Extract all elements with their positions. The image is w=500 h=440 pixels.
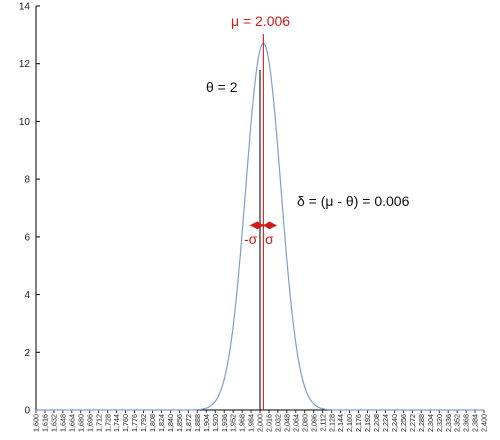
x-tick-label: 1,776 [130,414,139,432]
density-curve [36,42,484,411]
y-axis-ticks: 0 2 4 6 8 10 12 14 [19,2,40,417]
x-tick-label: 1,680 [76,414,85,432]
x-tick-label: 2,080 [300,414,309,432]
y-tick-label: 2 [24,348,30,359]
x-tick-label: 2,192 [363,414,372,432]
x-tick-label: 2,208 [372,414,381,432]
x-tick-label: 1,632 [50,414,59,432]
y-tick-label: 0 [24,406,30,417]
y-tick-label: 14 [19,2,31,13]
x-tick-label: 1,760 [121,414,130,432]
x-tick-label: 2,000 [256,414,265,432]
neg-sigma-label: -σ [244,231,258,247]
x-tick-label: 1,904 [202,414,211,432]
x-tick-label: 2,048 [282,414,291,432]
sigma-right-arrow [269,221,278,230]
x-tick-label: 1,888 [193,414,202,432]
pos-sigma-label: σ [265,231,274,247]
x-tick-label: 2,224 [381,414,390,432]
x-tick-label: 2,240 [390,414,399,432]
x-tick-label: 1,696 [85,414,94,432]
x-tick-label: 1,600 [32,414,41,432]
x-tick-label: 2,128 [327,414,336,432]
x-tick-label: 1,744 [112,414,121,432]
x-tick-label: 1,792 [139,414,148,432]
x-tick-label: 2,176 [354,414,363,432]
sigma-center-arrow-left [257,221,264,230]
x-tick-label: 2,352 [453,414,462,432]
x-tick-label: 2,160 [345,414,354,432]
x-tick-label: 1,728 [103,414,112,432]
x-tick-label: 2,016 [265,414,274,432]
x-tick-label: 1,664 [67,414,76,432]
x-tick-label: 1,936 [220,414,229,432]
x-tick-label: 2,336 [444,414,453,432]
x-tick-label: 1,968 [238,414,247,432]
x-tick-label: 1,952 [229,414,238,432]
y-tick-label: 4 [24,290,30,301]
x-tick-label: 2,304 [426,414,435,432]
sigma-center-arrow-right [263,221,270,230]
x-tick-label: 2,368 [462,414,471,432]
x-tick-label: 2,112 [318,414,327,431]
x-tick-label: 1,920 [211,414,220,432]
x-tick-label: 2,096 [309,414,318,432]
theta-label: θ = 2 [206,79,238,95]
y-tick-label: 8 [24,175,30,186]
x-tick-label: 2,400 [480,414,489,432]
x-tick-label: 2,032 [274,414,283,432]
x-tick-label: 1,808 [148,414,157,432]
y-tick-label: 10 [19,117,31,128]
sigma-left-arrow [249,221,258,230]
y-tick-label: 6 [24,232,30,243]
x-tick-label: 1,872 [184,414,193,432]
x-tick-label: 2,256 [399,414,408,432]
x-tick-label: 1,856 [175,414,184,432]
x-tick-label: 1,840 [166,414,175,432]
x-tick-label: 2,320 [435,414,444,432]
x-tick-label: 2,384 [471,414,480,432]
y-tick-label: 12 [19,59,31,70]
x-axis-ticks: 1,600 1,616 1,632 1,648 1,664 1,680 1,696 1,712… [32,410,489,432]
x-tick-label: 1,616 [41,414,50,432]
x-tick-label: 1,712 [94,414,103,432]
delta-label: δ = (μ - θ) = 0.006 [297,193,410,209]
mu-label: μ = 2.006 [231,13,290,29]
x-tick-label: 1,984 [247,414,256,432]
x-tick-label: 1,824 [157,414,166,432]
x-tick-label: 2,144 [336,414,345,432]
x-tick-label: 1,648 [58,414,67,432]
sigma-band [249,221,278,230]
x-tick-label: 2,064 [291,414,300,432]
x-tick-label: 2,288 [417,414,426,432]
x-tick-label: 2,272 [408,414,417,432]
